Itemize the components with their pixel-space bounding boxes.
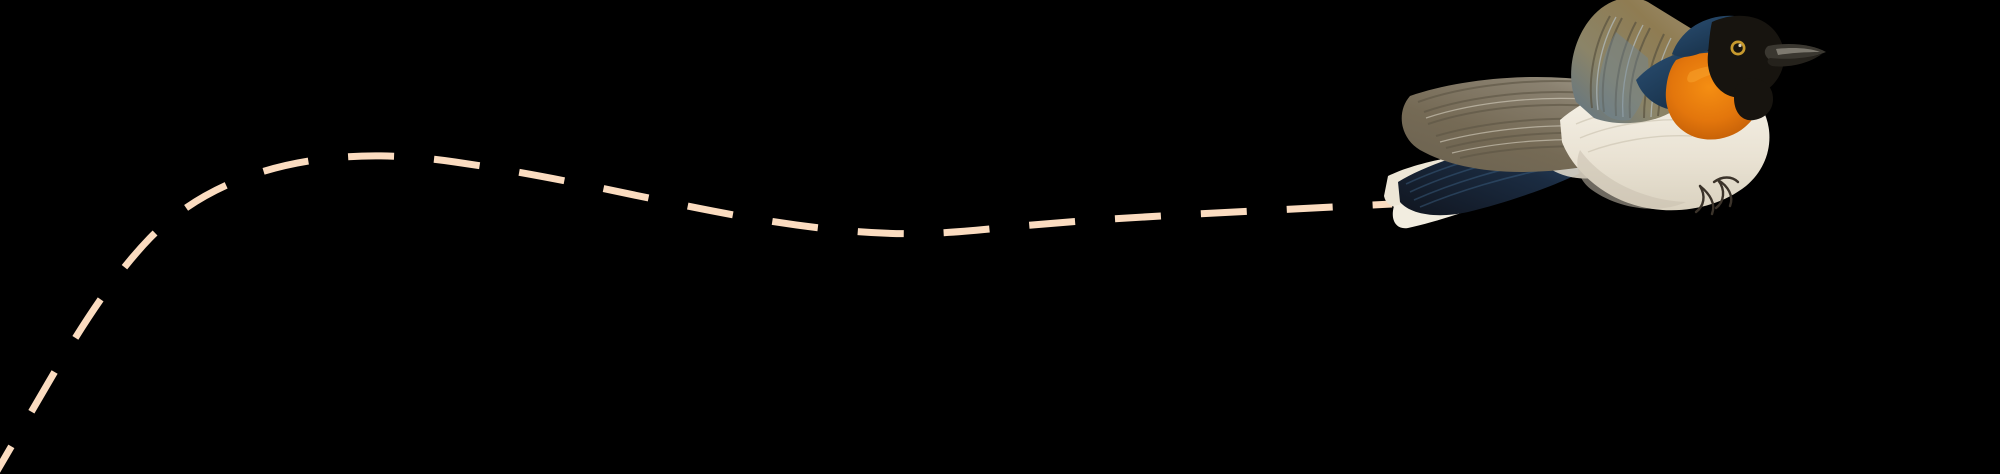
dashed-flight-trail	[0, 152, 1393, 473]
bird-feet	[1694, 176, 1740, 216]
beak-lower	[1767, 54, 1822, 67]
upper-wing-coverts	[1598, 32, 1649, 121]
bird-head	[1672, 15, 1826, 121]
bird-eye	[1730, 40, 1746, 56]
beak-highlight	[1776, 48, 1820, 55]
belly-shadow	[1577, 150, 1686, 209]
chin-patch	[1734, 78, 1774, 121]
head-mask	[1707, 15, 1785, 98]
